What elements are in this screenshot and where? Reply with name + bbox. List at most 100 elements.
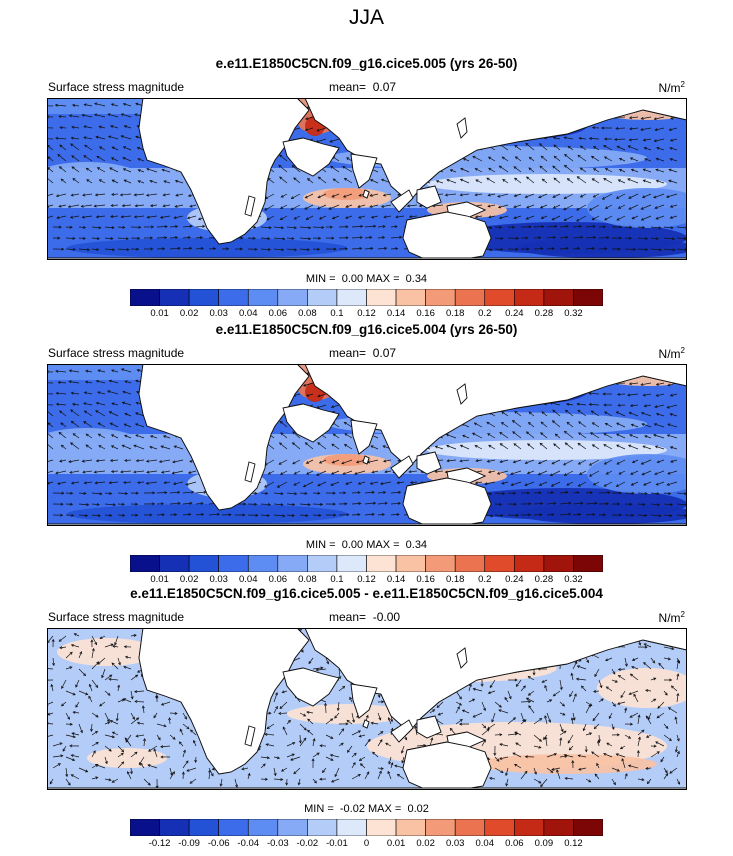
colorbar-swatch [426,289,456,306]
colorbar-tick-label: 0.06 [269,574,288,585]
colorbar-swatch [219,289,249,306]
colorbar [130,289,603,306]
colorbar-swatch [160,819,190,836]
colorbar-swatch [544,289,574,306]
colorbar-tick-label: 0.08 [298,574,317,585]
colorbar-tick-label: -0.03 [267,838,289,849]
colorbar-swatch [544,819,574,836]
colorbar-tick-label: 0.04 [239,574,258,585]
colorbar-swatch [189,819,219,836]
colorbar-swatch [337,555,367,572]
colorbar-tick-label: 0.03 [209,574,228,585]
map-plot [47,364,687,526]
colorbar-swatch [485,819,515,836]
colorbar-tick-label: 0.1 [330,308,343,319]
land-mask-australia [403,478,491,526]
colorbar-tick-label: 0.02 [416,838,435,849]
min-max-readout: MIN = 0.00 MAX = 0.34 [0,539,733,551]
colorbar-swatch [337,289,367,306]
colorbar-swatch [544,555,574,572]
mean-label: mean= [329,610,366,624]
colorbar-tick-label: 0.2 [478,574,491,585]
colorbar-swatch [396,819,426,836]
map-plot [47,98,687,260]
panel-title: e.e11.E1850C5CN.f09_g16.cice5.004 (yrs 2… [0,322,733,337]
colorbar-tick-label: 0.32 [564,574,583,585]
panel-1: e.e11.E1850C5CN.f09_g16.cice5.005 (yrs 2… [0,56,733,326]
colorbar-swatch [130,289,160,306]
colorbar-tick-label: 0.04 [476,838,495,849]
stress-contour [67,504,347,524]
colorbar-swatch [248,819,278,836]
mean-readout: mean= -0.00 [329,610,400,624]
colorbar-swatch [455,555,485,572]
variable-label: Surface stress magnitude [48,610,184,624]
panel-title: e.e11.E1850C5CN.f09_g16.cice5.005 - e.e1… [0,586,733,601]
colorbar-tick-label: 0.28 [535,574,554,585]
colorbar-swatch [160,555,190,572]
colorbar-tick-label: 0.18 [446,574,465,585]
units-label: N/m2 [659,346,685,361]
colorbar-tick-label: 0.02 [180,574,199,585]
colorbar-swatch [219,555,249,572]
colorbar [130,819,603,836]
colorbar-tick-label: 0.2 [478,308,491,319]
colorbar-swatch [337,819,367,836]
mean-value: 0.07 [373,346,396,360]
colorbar-tick-label: 0.12 [564,838,583,849]
colorbar-tick-label: 0.02 [180,308,199,319]
colorbar-tick-label: 0.03 [446,838,465,849]
colorbar-tick-label: 0.28 [535,308,554,319]
mean-label: mean= [329,346,366,360]
colorbar-swatch [485,289,515,306]
units-label: N/m2 [659,80,685,95]
colorbar-swatch [278,819,308,836]
colorbar-tick-label: 0.09 [535,838,554,849]
colorbar-swatch [367,555,397,572]
colorbar-swatch [514,555,544,572]
colorbar-swatch [455,289,485,306]
colorbar-swatch [307,555,337,572]
colorbar-tick-label: 0.16 [416,574,435,585]
mean-label: mean= [329,80,366,94]
colorbar-swatch [573,289,603,306]
colorbar-swatch [248,555,278,572]
colorbar-swatch [248,289,278,306]
colorbar-swatch [189,555,219,572]
colorbar-swatch [278,555,308,572]
colorbar-tick-label: 0.08 [298,308,317,319]
variable-label: Surface stress magnitude [48,346,184,360]
land-mask-australia [403,742,491,790]
panel-3: e.e11.E1850C5CN.f09_g16.cice5.005 - e.e1… [0,586,733,856]
colorbar-swatch [160,289,190,306]
colorbar-swatch [396,555,426,572]
colorbar-swatch [455,819,485,836]
colorbar-tick-label: -0.02 [297,838,319,849]
colorbar-swatch [396,289,426,306]
colorbar-tick-label: 0.18 [446,308,465,319]
colorbar-tick-label: 0.1 [330,574,343,585]
colorbar-swatch [307,289,337,306]
colorbar-tick-label: 0.24 [505,308,524,319]
colorbar-swatch [278,289,308,306]
colorbar-tick-label: 0.06 [269,308,288,319]
colorbar-tick-label: 0 [364,838,369,849]
colorbar-swatch [130,819,160,836]
colorbar-tick-label: 0.01 [387,838,406,849]
colorbar-swatch [219,819,249,836]
colorbar-swatch [367,819,397,836]
colorbar [130,555,603,572]
mean-readout: mean= 0.07 [329,80,396,94]
colorbar-tick-label: 0.24 [505,574,524,585]
colorbar-swatch [426,555,456,572]
colorbar-tick-label: 0.04 [239,308,258,319]
colorbar-tick-label: 0.03 [209,308,228,319]
colorbar-tick-label: 0.14 [387,308,406,319]
colorbar-swatch [426,819,456,836]
colorbar-tick-label: -0.06 [208,838,230,849]
colorbar-tick-label: -0.04 [237,838,259,849]
variable-label: Surface stress magnitude [48,80,184,94]
colorbar-tick-label: 0.01 [150,574,169,585]
